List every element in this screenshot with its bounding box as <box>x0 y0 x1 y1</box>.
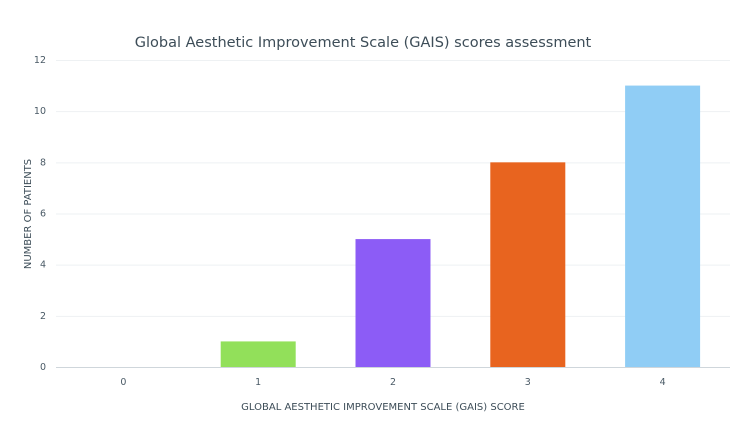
chart-title: Global Aesthetic Improvement Scale (GAIS… <box>135 35 592 51</box>
x-tick-label: 0 <box>120 377 126 388</box>
y-tick-label: 0 <box>40 362 46 373</box>
x-tick-label: 2 <box>390 377 396 388</box>
y-axis-ticks: 0 2 4 6 8 10 12 <box>34 55 46 373</box>
x-axis-ticks: 0 1 2 3 4 <box>120 377 665 388</box>
gridlines <box>56 60 730 317</box>
x-tick-label: 4 <box>660 377 666 388</box>
bar-score-4 <box>625 85 701 367</box>
x-axis-label: GLOBAL AESTHETIC IMPROVEMENT SCALE (GAIS… <box>241 402 525 413</box>
x-tick-label: 3 <box>525 377 531 388</box>
y-tick-label: 8 <box>40 157 46 168</box>
y-tick-label: 2 <box>40 311 46 322</box>
y-tick-label: 4 <box>40 260 46 271</box>
y-tick-label: 10 <box>34 106 46 117</box>
bars <box>220 85 701 367</box>
x-tick-label: 1 <box>255 377 261 388</box>
y-tick-label: 6 <box>40 209 46 220</box>
y-axis-label: NUMBER OF PATIENTS <box>23 159 34 269</box>
bar-score-3 <box>490 162 566 367</box>
y-tick-label: 12 <box>34 55 46 66</box>
bar-score-1 <box>220 341 296 367</box>
bar-score-2 <box>355 239 431 367</box>
